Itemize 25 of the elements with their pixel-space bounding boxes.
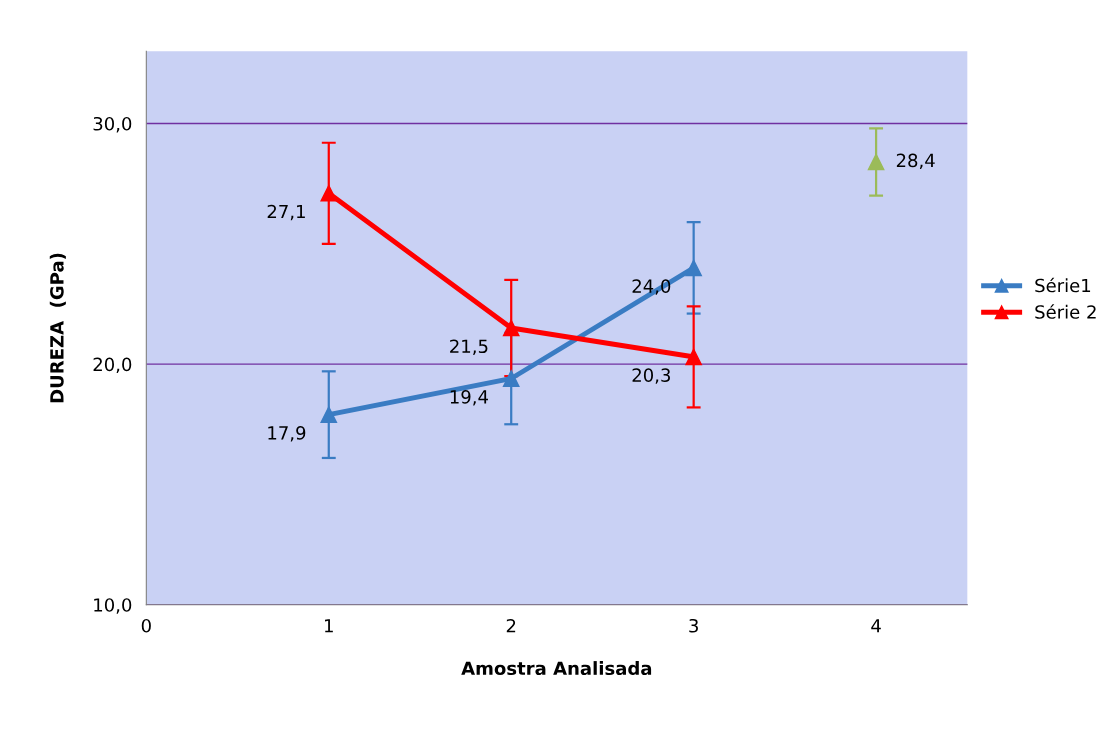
point xyxy=(685,348,702,366)
point xyxy=(320,184,338,202)
y-tick-label: 30,0 xyxy=(93,116,132,133)
point xyxy=(685,259,702,277)
x-tick-label: 4 xyxy=(871,619,881,633)
x-tick-label: 0 xyxy=(141,618,151,633)
x-tick-label: 2 xyxy=(506,618,516,633)
data-label: 21,5 xyxy=(450,339,488,355)
x-axis-title: Amostra Analisada xyxy=(461,661,652,676)
point xyxy=(320,406,338,423)
x-tick-label: 3 xyxy=(689,618,698,633)
data-label: 27,1 xyxy=(267,204,305,221)
data-label: 20,3 xyxy=(632,368,670,384)
y-tick-label: 20,0 xyxy=(93,357,132,374)
legend-label: Série1 xyxy=(1035,277,1091,293)
x-tick-label: 1 xyxy=(325,619,333,633)
point xyxy=(867,153,885,171)
point xyxy=(502,370,520,387)
y-tick-label: 10,0 xyxy=(94,598,132,614)
data-label: 19,4 xyxy=(450,389,488,406)
y-axis-title: DUREZA (GPa) xyxy=(49,253,66,403)
data-label: 28,4 xyxy=(896,153,935,170)
data-label: 17,9 xyxy=(268,426,306,442)
point xyxy=(502,319,520,337)
legend-label: Série 2 xyxy=(1035,304,1096,319)
